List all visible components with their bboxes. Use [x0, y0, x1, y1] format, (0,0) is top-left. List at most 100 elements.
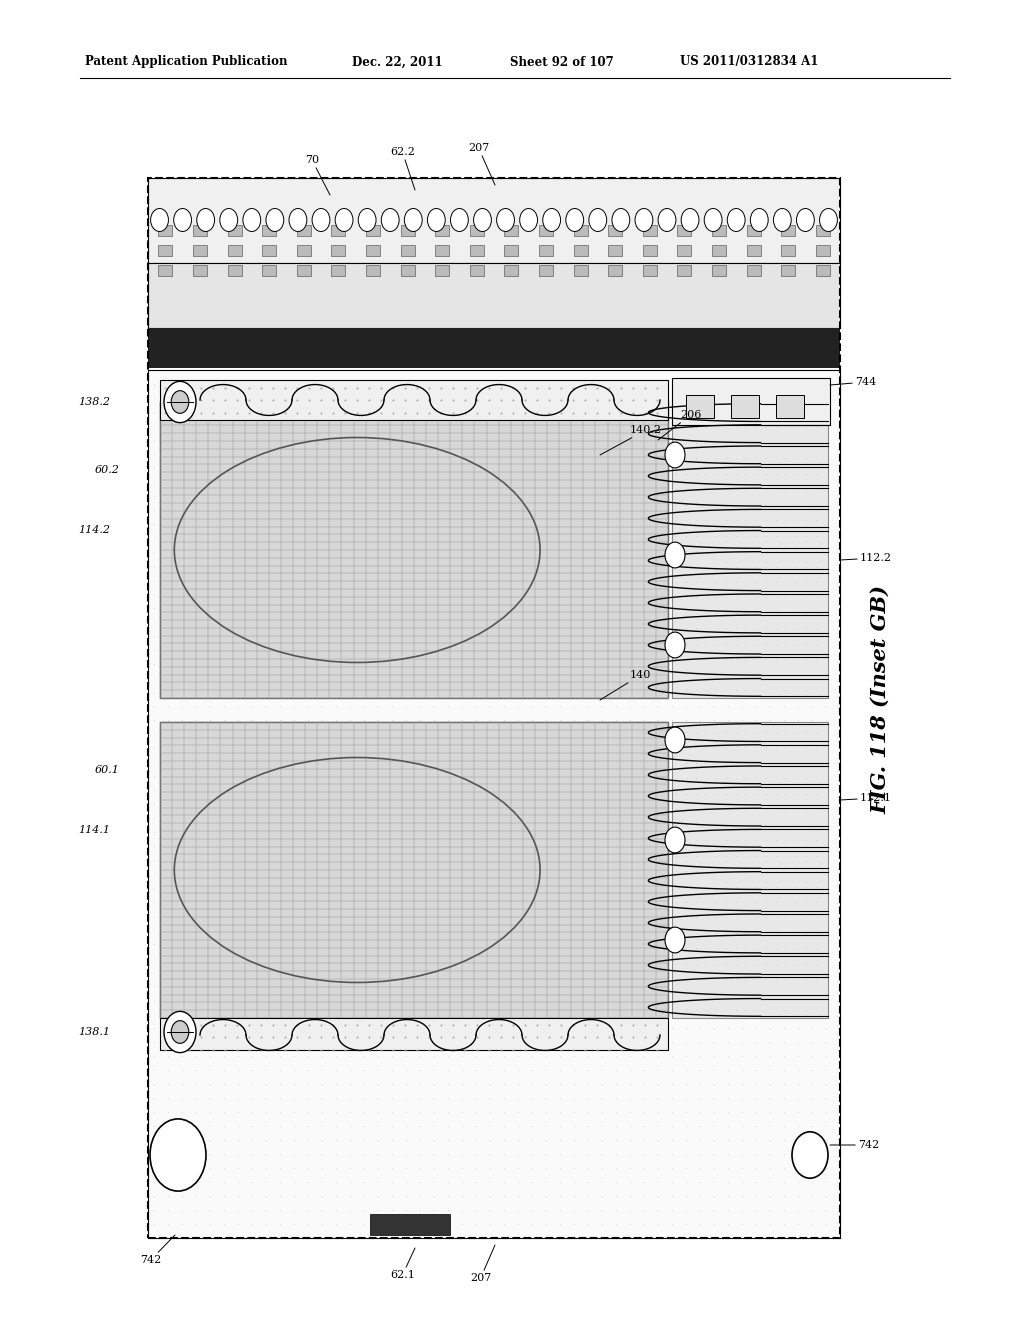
Circle shape [665, 543, 685, 568]
Circle shape [220, 209, 238, 231]
Bar [262, 244, 276, 256]
Bar [776, 395, 804, 418]
Bar [400, 244, 415, 256]
Bar [366, 265, 380, 276]
Bar [227, 265, 242, 276]
Bar [573, 244, 588, 256]
Circle shape [171, 1020, 188, 1043]
Bar [332, 224, 345, 236]
Circle shape [427, 209, 445, 231]
Bar [160, 722, 668, 1018]
Bar [504, 265, 518, 276]
Circle shape [797, 209, 814, 231]
Circle shape [151, 209, 168, 231]
Circle shape [665, 727, 685, 752]
Bar [148, 178, 840, 1238]
Bar [686, 395, 714, 418]
Circle shape [335, 209, 353, 231]
Bar [672, 378, 830, 425]
Bar [400, 265, 415, 276]
Bar [160, 403, 668, 698]
Bar [227, 224, 242, 236]
Bar [504, 244, 518, 256]
Text: 112.1: 112.1 [840, 793, 892, 803]
Circle shape [681, 209, 699, 231]
Bar [712, 265, 726, 276]
Bar [297, 244, 310, 256]
Bar [159, 265, 172, 276]
Text: 138.2: 138.2 [78, 397, 110, 407]
Bar [504, 224, 518, 236]
Bar [148, 263, 840, 327]
Bar [643, 244, 656, 256]
Circle shape [266, 209, 284, 231]
Bar [193, 244, 207, 256]
Text: 742: 742 [140, 1236, 175, 1265]
Bar [227, 244, 242, 256]
Text: 742: 742 [830, 1140, 880, 1150]
Bar [193, 265, 207, 276]
Bar [160, 1018, 668, 1049]
Bar [262, 265, 276, 276]
Bar [677, 244, 691, 256]
Bar [746, 265, 761, 276]
Bar [148, 178, 840, 263]
Text: 112.2: 112.2 [840, 553, 892, 564]
Text: 744: 744 [830, 378, 877, 387]
Bar [193, 224, 207, 236]
Bar [677, 265, 691, 276]
Text: 207: 207 [468, 143, 495, 185]
Text: US 2011/0312834 A1: US 2011/0312834 A1 [680, 55, 818, 69]
Text: Patent Application Publication: Patent Application Publication [85, 55, 288, 69]
Text: Sheet 92 of 107: Sheet 92 of 107 [510, 55, 613, 69]
Circle shape [589, 209, 606, 231]
Bar [370, 1214, 450, 1236]
Text: Dec. 22, 2011: Dec. 22, 2011 [352, 55, 442, 69]
Bar [435, 244, 450, 256]
Text: 206: 206 [658, 411, 701, 440]
Circle shape [164, 1011, 196, 1052]
Bar [470, 244, 483, 256]
Circle shape [635, 209, 653, 231]
Bar [400, 224, 415, 236]
Bar [332, 244, 345, 256]
Circle shape [520, 209, 538, 231]
Text: 114.2: 114.2 [78, 525, 110, 535]
Bar [746, 244, 761, 256]
Circle shape [150, 1119, 206, 1191]
Circle shape [289, 209, 307, 231]
Text: 62.2: 62.2 [390, 147, 415, 190]
Bar [712, 224, 726, 236]
Circle shape [543, 209, 560, 231]
Bar [608, 244, 623, 256]
Circle shape [451, 209, 468, 231]
Bar [159, 244, 172, 256]
Bar [672, 403, 828, 698]
Circle shape [792, 1131, 828, 1179]
Bar [643, 265, 656, 276]
Circle shape [612, 209, 630, 231]
Bar [781, 244, 795, 256]
Bar [672, 722, 828, 1018]
Circle shape [497, 209, 514, 231]
Bar [816, 244, 829, 256]
Text: 60.2: 60.2 [95, 465, 120, 475]
Text: 60.1: 60.1 [95, 766, 120, 775]
Bar [470, 224, 483, 236]
Circle shape [381, 209, 399, 231]
Text: 62.1: 62.1 [390, 1247, 415, 1280]
Bar [262, 224, 276, 236]
Bar [731, 395, 759, 418]
Circle shape [164, 381, 196, 422]
Circle shape [665, 632, 685, 657]
Bar [148, 327, 840, 368]
Bar [297, 224, 310, 236]
Circle shape [665, 442, 685, 467]
Text: FIG. 118 (Inset GB): FIG. 118 (Inset GB) [870, 586, 890, 814]
Bar [781, 224, 795, 236]
Bar [470, 265, 483, 276]
Bar [160, 380, 668, 420]
Text: 140: 140 [600, 671, 651, 700]
Bar [816, 265, 829, 276]
Circle shape [171, 391, 188, 413]
